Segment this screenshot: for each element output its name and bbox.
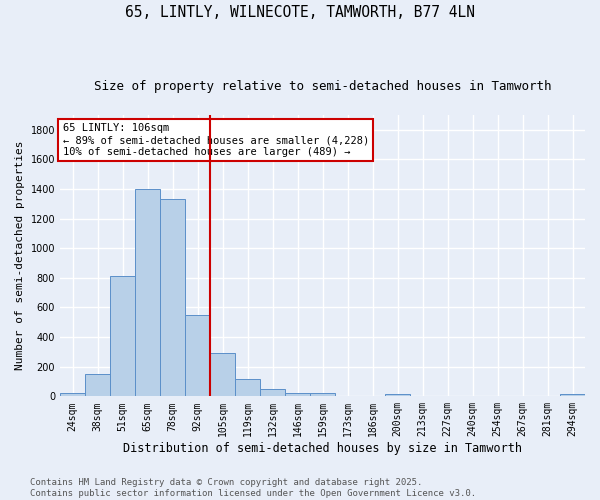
Bar <box>160 200 185 396</box>
X-axis label: Distribution of semi-detached houses by size in Tamworth: Distribution of semi-detached houses by … <box>123 442 522 455</box>
Bar <box>310 392 335 396</box>
Text: 65 LINTLY: 106sqm
← 89% of semi-detached houses are smaller (4,228)
10% of semi-: 65 LINTLY: 106sqm ← 89% of semi-detached… <box>62 124 369 156</box>
Bar <box>385 394 410 396</box>
Bar <box>235 378 260 396</box>
Bar <box>85 374 110 396</box>
Bar <box>560 394 585 396</box>
Text: 65, LINTLY, WILNECOTE, TAMWORTH, B77 4LN: 65, LINTLY, WILNECOTE, TAMWORTH, B77 4LN <box>125 5 475 20</box>
Bar <box>135 189 160 396</box>
Bar <box>185 315 210 396</box>
Bar <box>210 352 235 397</box>
Bar <box>285 392 310 396</box>
Bar <box>110 276 135 396</box>
Y-axis label: Number of semi-detached properties: Number of semi-detached properties <box>15 141 25 370</box>
Text: Contains HM Land Registry data © Crown copyright and database right 2025.
Contai: Contains HM Land Registry data © Crown c… <box>30 478 476 498</box>
Bar <box>60 394 85 396</box>
Bar <box>260 389 285 396</box>
Title: Size of property relative to semi-detached houses in Tamworth: Size of property relative to semi-detach… <box>94 80 551 93</box>
